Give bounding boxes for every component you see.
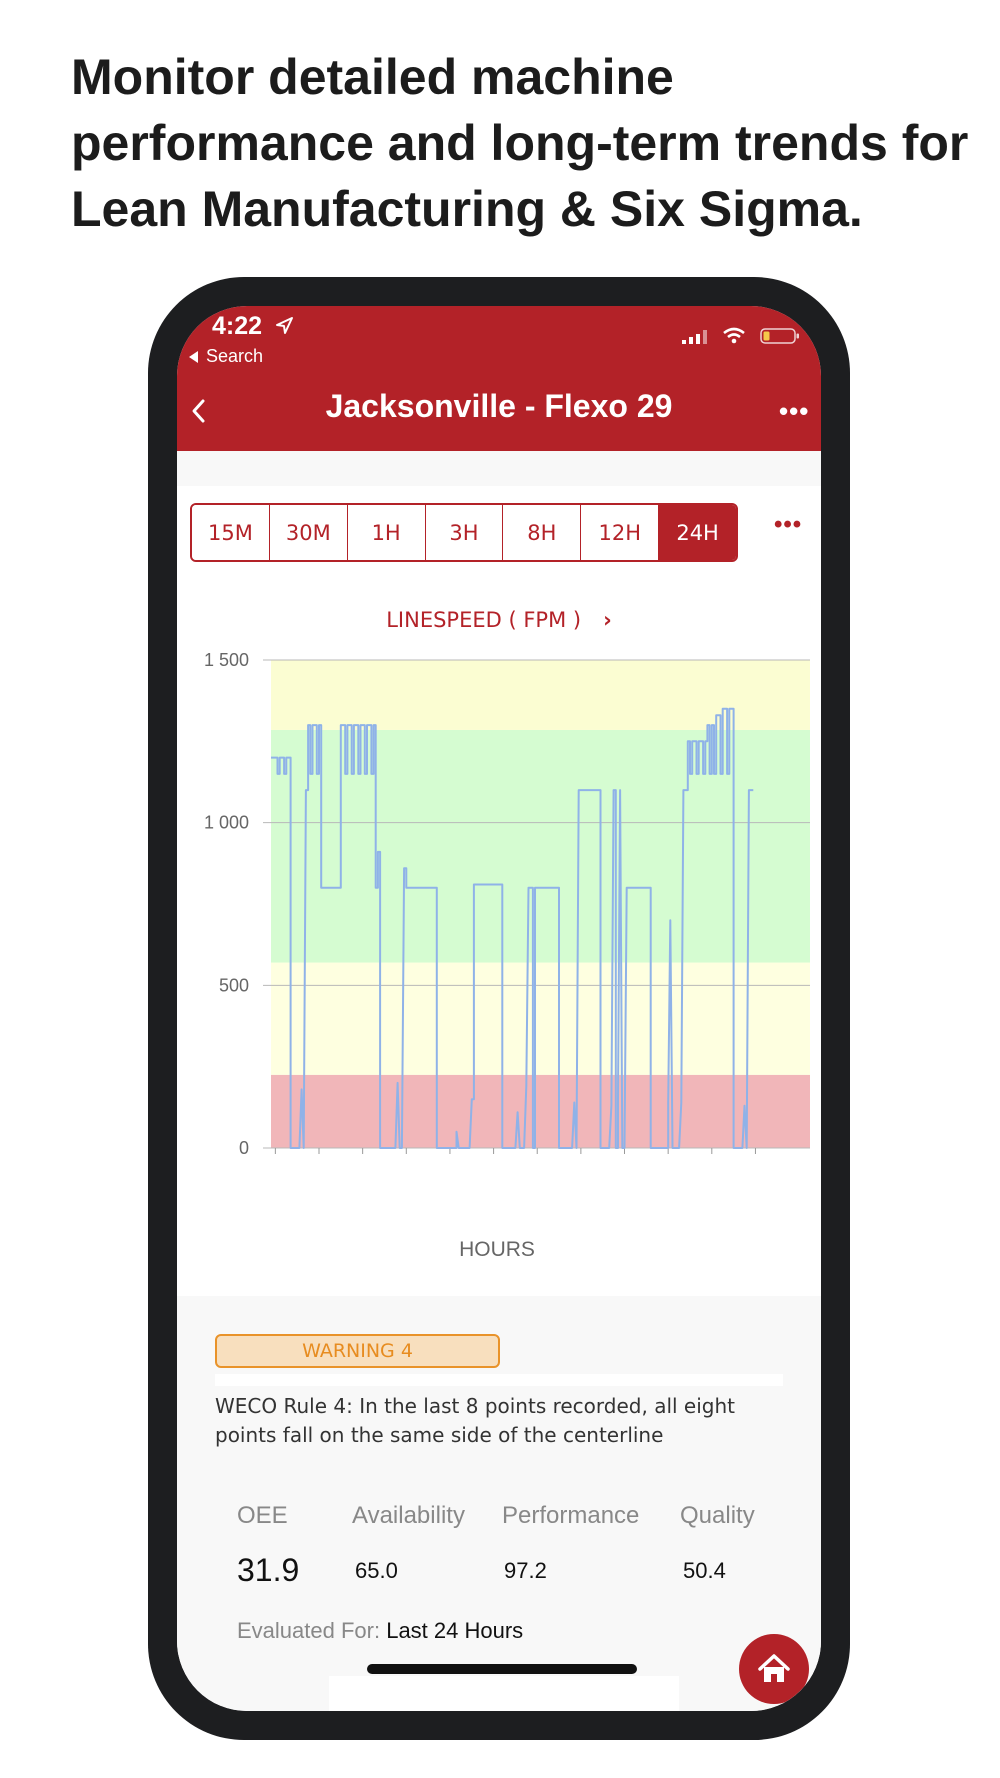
evaluated-label: Evaluated For: [237,1618,381,1643]
y-tick-label: 1 000 [204,813,249,833]
oee-label: OEE [237,1502,288,1529]
back-search-label: Search [206,346,264,366]
alert-section: WARNING 4 WECO Rule 4: In the last 8 poi… [177,1316,821,1711]
oee-value: 31.9 [237,1552,300,1588]
screen-title: Jacksonville - Flexo 29 [325,388,673,424]
y-tick-label: 500 [219,975,249,995]
wifi-icon [723,327,745,344]
chart-title-link[interactable]: LINESPEED ( FPM ) › [177,608,821,632]
range-selector: 15M 30M 1H 3H 8H 12H 24H [190,503,738,562]
warning-description: WECO Rule 4: In the last 8 points record… [215,1394,735,1447]
signal-icon [682,330,707,344]
y-tick-label: 0 [239,1138,249,1156]
threshold-band-1 [271,962,810,1075]
phone-frame: 4:22 Search [148,277,850,1740]
evaluated-value: Last 24 Hours [386,1618,524,1643]
availability-value: 65.0 [355,1558,398,1583]
range-button-3h[interactable]: 3H [425,505,504,560]
status-time: 4:22 [212,312,263,340]
back-to-search[interactable]: Search [189,346,263,367]
chevron-right-icon: › [603,608,612,632]
range-button-8h[interactable]: 8H [503,505,582,560]
range-button-24h[interactable]: 24H [659,505,736,560]
range-more-icon[interactable]: ••• [774,511,803,538]
threshold-band-0 [271,1074,810,1148]
back-chevron-icon[interactable] [187,396,211,426]
range-button-30m[interactable]: 30M [269,505,348,560]
range-button-15m[interactable]: 15M [192,505,270,560]
series-line-0 [271,707,754,1149]
performance-label: Performance [502,1502,640,1529]
battery-icon [760,328,799,344]
back-triangle-icon [189,351,198,364]
warning-divider [215,1374,783,1386]
home-icon [758,1654,790,1682]
x-axis-label: HOURS [459,1238,535,1261]
home-indicator-area [329,1676,679,1711]
evaluated-for: Evaluated For: Last 24 Hours [237,1618,523,1644]
quality-label: Quality [680,1502,755,1529]
app-bar: 4:22 Search [177,306,821,451]
headline: Monitor detailed machine performance and… [71,49,969,237]
phone-screen: 4:22 Search [177,306,821,1711]
home-button[interactable] [739,1634,809,1704]
more-icon[interactable]: ••• [779,396,810,426]
warning-badge: WARNING 4 [215,1334,500,1368]
performance-value: 97.2 [504,1558,547,1583]
availability-label: Availability [352,1502,465,1529]
y-tick-label: 1 500 [204,650,249,670]
quality-value: 50.4 [683,1558,726,1583]
home-indicator[interactable] [367,1664,637,1674]
location-arrow-icon [276,317,293,334]
range-button-1h[interactable]: 1H [347,505,426,560]
chart-title: LINESPEED ( FPM ) [386,608,582,632]
range-button-12h[interactable]: 12H [581,505,660,560]
